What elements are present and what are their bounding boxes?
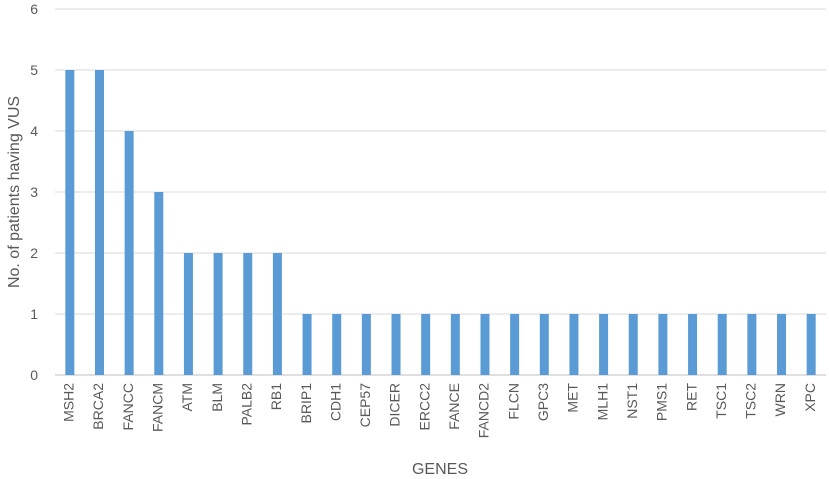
y-tick-label: 1 xyxy=(30,306,38,322)
x-axis-title: GENES xyxy=(412,461,468,478)
x-tick-label: XPC xyxy=(802,383,818,412)
y-tick-label: 4 xyxy=(30,123,38,139)
x-tick-label: PMS1 xyxy=(654,383,670,421)
bar-msh2 xyxy=(65,70,75,375)
y-tick-label: 0 xyxy=(30,367,38,383)
x-tick-label: DICER xyxy=(387,383,403,427)
x-tick-label: NST1 xyxy=(624,383,640,419)
bar-cdh1 xyxy=(332,314,342,375)
x-tick-label: FANCE xyxy=(446,383,462,430)
bar-tsc1 xyxy=(717,314,727,375)
bar-met xyxy=(569,314,579,375)
x-tick-label: FANCM xyxy=(149,383,165,432)
gridlines xyxy=(55,8,826,376)
y-axis-ticks: 0 1 2 3 4 5 6 xyxy=(30,1,38,383)
y-axis-title: No. of patients having VUS xyxy=(6,96,23,288)
x-tick-label: FANCC xyxy=(120,383,136,430)
y-tick-label: 5 xyxy=(30,62,38,78)
x-tick-label: BLM xyxy=(209,383,225,412)
x-tick-label: ATM xyxy=(179,383,195,412)
bar-fancm xyxy=(154,192,164,375)
y-tick-label: 3 xyxy=(30,184,38,200)
x-tick-label: MSH2 xyxy=(61,383,77,422)
x-tick-label: BRIP1 xyxy=(298,383,314,424)
bar-ret xyxy=(688,314,698,375)
bar-fancd2 xyxy=(480,314,490,375)
bar-fancc xyxy=(124,131,134,375)
bar-nst1 xyxy=(628,314,638,375)
bar-xpc xyxy=(806,314,816,375)
x-tick-label: TSC1 xyxy=(713,383,729,419)
bar-flcn xyxy=(510,314,520,375)
x-tick-label: ERCC2 xyxy=(416,383,432,431)
x-tick-label: RB1 xyxy=(268,383,284,410)
y-tick-label: 2 xyxy=(30,245,38,261)
bars xyxy=(65,70,816,375)
bar-wrn xyxy=(777,314,787,375)
bar-blm xyxy=(213,253,223,375)
bar-gpc3 xyxy=(539,314,549,375)
x-tick-label: FANCD2 xyxy=(476,383,492,438)
x-tick-label: TSC2 xyxy=(743,383,759,419)
x-tick-label: CEP57 xyxy=(357,383,373,428)
x-tick-label: FLCN xyxy=(505,383,521,420)
bar-cep57 xyxy=(361,314,371,375)
bar-atm xyxy=(183,253,193,375)
x-tick-label: MLH1 xyxy=(594,383,610,421)
bar-brip1 xyxy=(302,314,312,375)
y-tick-label: 6 xyxy=(30,1,38,17)
x-tick-label: WRN xyxy=(772,383,788,416)
bar-pms1 xyxy=(658,314,668,375)
x-axis-ticks: MSH2 BRCA2 FANCC FANCM ATM BLM PALB2 RB1 BRIP1 CD… xyxy=(61,383,818,439)
bar-ercc2 xyxy=(421,314,431,375)
bar-mlh1 xyxy=(599,314,609,375)
x-tick-label: PALB2 xyxy=(238,383,254,426)
x-tick-label: CDH1 xyxy=(327,383,343,421)
x-tick-label: MET xyxy=(565,383,581,413)
x-tick-label: BRCA2 xyxy=(90,383,106,430)
x-tick-label: GPC3 xyxy=(535,383,551,421)
bar-rb1 xyxy=(272,253,282,375)
bar-tsc2 xyxy=(747,314,757,375)
x-tick-label: RET xyxy=(683,383,699,411)
bar-fance xyxy=(450,314,460,375)
bar-brca2 xyxy=(94,70,104,375)
bar-dicer xyxy=(391,314,401,375)
bar-palb2 xyxy=(243,253,253,375)
